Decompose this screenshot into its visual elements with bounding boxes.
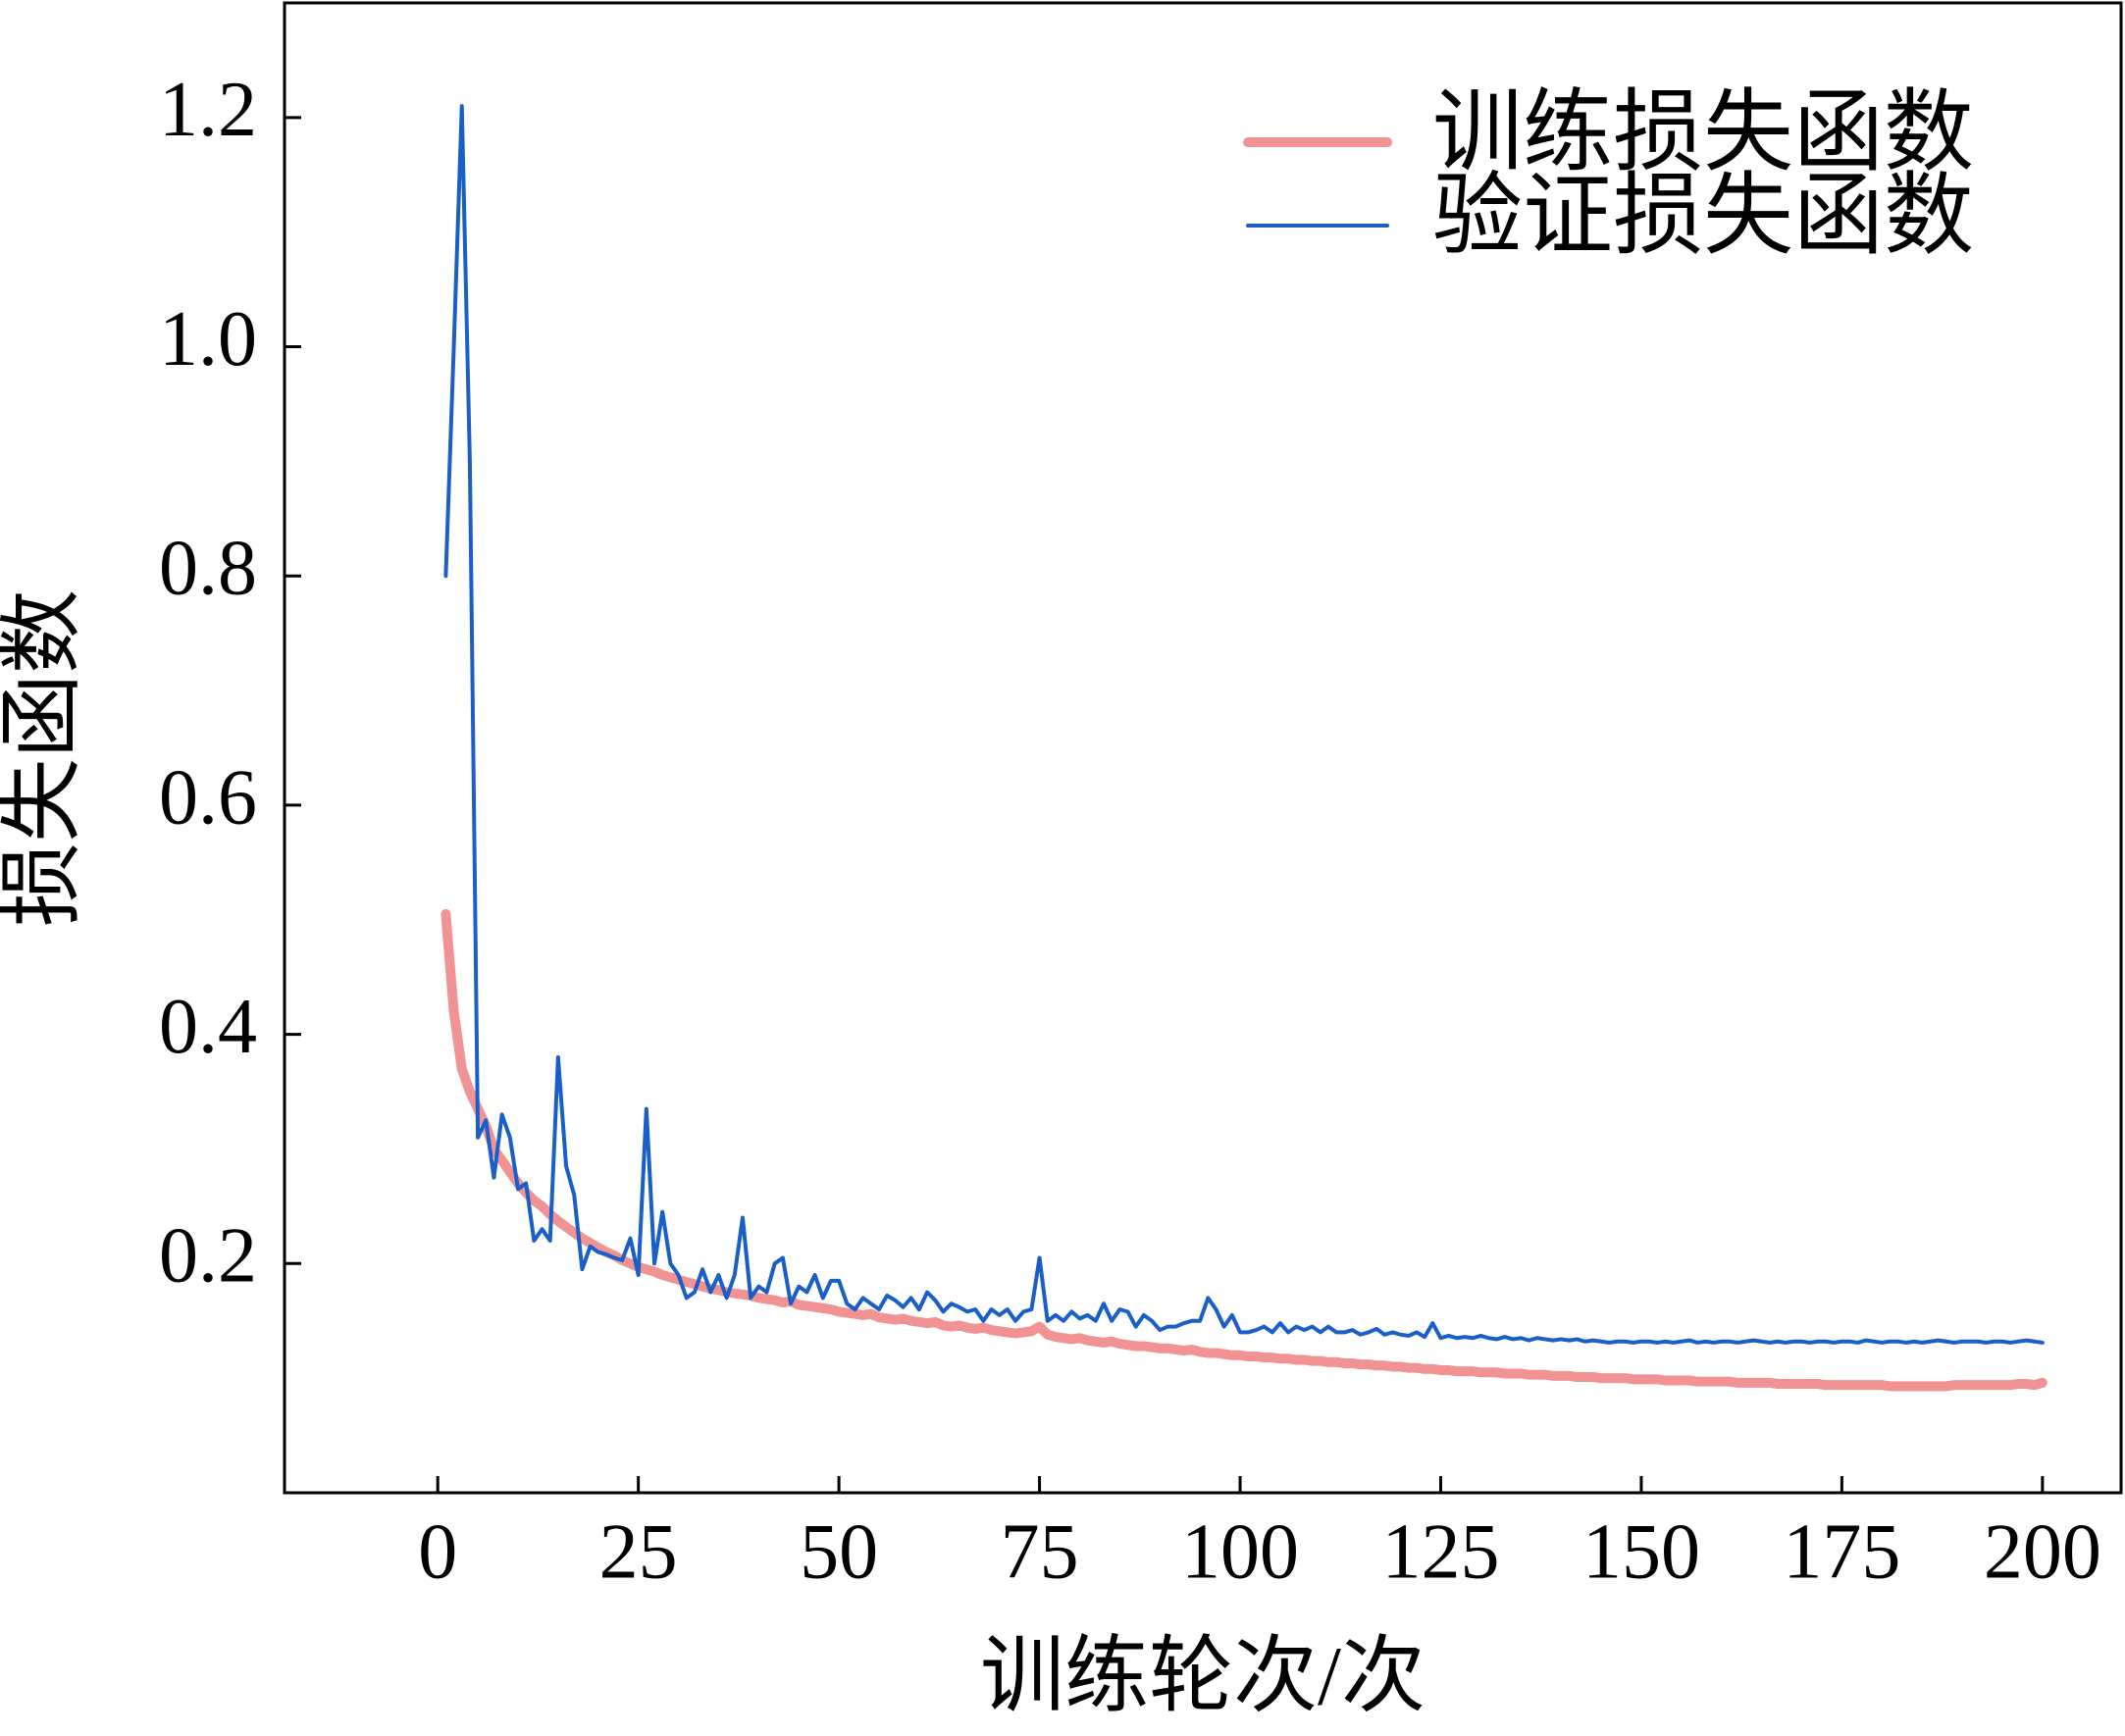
x-tick-label: 0 (418, 1508, 457, 1595)
series-line (441, 908, 2047, 1392)
x-tick-label: 100 (1181, 1508, 1299, 1595)
x-tick-label: 50 (800, 1508, 878, 1595)
y-tick-label: 0.4 (159, 984, 257, 1070)
x-axis-label: 训练轮次/次 (980, 1629, 1425, 1723)
legend-label: 训练损失函数 (1432, 82, 1974, 182)
y-tick-label: 0.2 (159, 1213, 257, 1300)
y-tick-label: 1.2 (159, 67, 257, 153)
legend-label: 验证损失函数 (1432, 166, 1974, 266)
y-tick-label: 0.8 (159, 526, 257, 612)
x-tick-label: 175 (1783, 1508, 1900, 1595)
y-tick-label: 0.6 (159, 754, 257, 841)
x-tick-label: 25 (599, 1508, 678, 1595)
series-line (443, 104, 2045, 1345)
y-axis-label: 损失函数 (0, 589, 89, 927)
y-tick-label: 1.0 (159, 296, 257, 383)
x-tick-label: 125 (1381, 1508, 1499, 1595)
x-tick-label: 75 (1001, 1508, 1079, 1595)
x-tick-label: 150 (1582, 1508, 1700, 1595)
x-tick-label: 200 (1984, 1508, 2101, 1595)
plot-frame (283, 1, 2123, 1495)
